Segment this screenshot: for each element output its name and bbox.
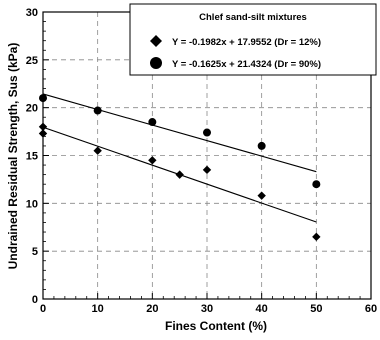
legend-box <box>129 3 377 76</box>
x-axis-title: Fines Content (%) <box>165 319 267 333</box>
legend: Chlef sand-silt mixtures Y = -0.1982x + … <box>129 3 377 76</box>
data-point-diamond <box>175 170 184 179</box>
markers <box>38 94 321 242</box>
y-tick-label: 5 <box>32 246 38 258</box>
x-tick-label: 60 <box>365 303 377 315</box>
legend-series-2-label: Y = -0.1625x + 21.4324 (Dr = 90%) <box>172 59 321 70</box>
fit-lines <box>42 93 317 223</box>
data-point-circle <box>312 180 321 189</box>
data-point-circle <box>93 106 102 115</box>
x-tick-label: 50 <box>310 303 322 315</box>
x-tick-label: 10 <box>92 303 104 315</box>
y-tick-label: 10 <box>26 198 38 210</box>
data-point-circle <box>148 118 157 127</box>
data-point-diamond <box>257 191 266 200</box>
x-tick-label: 20 <box>146 303 158 315</box>
y-tick-label: 20 <box>26 103 38 115</box>
fit-line-series-2 <box>42 93 317 173</box>
data-point-diamond <box>202 165 212 175</box>
data-point-circle <box>203 128 211 137</box>
x-tick-label: 30 <box>201 303 213 315</box>
y-tick-label: 25 <box>26 55 38 67</box>
data-point-diamond <box>312 232 321 242</box>
y-axis-title: Undrained Residual Strength, Sus (kPa) <box>6 43 20 270</box>
y-tick-label: 0 <box>32 294 38 306</box>
x-tick-labels: 0 10 20 30 40 50 60 <box>40 303 377 315</box>
data-point-diamond <box>148 156 157 165</box>
y-tick-labels: 0 5 10 15 20 25 30 <box>26 7 38 306</box>
legend-title: Chlef sand-silt mixtures <box>199 12 307 23</box>
data-point-diamond <box>93 146 102 155</box>
legend-diamond-marker <box>150 35 162 47</box>
data-point-circle <box>257 141 266 150</box>
x-tick-label: 40 <box>256 303 268 315</box>
y-tick-label: 15 <box>26 151 38 163</box>
x-tick-label: 0 <box>40 303 46 315</box>
y-tick-label: 30 <box>26 7 38 19</box>
legend-series-1-label: Y = -0.1982x + 17.9552 (Dr = 12%) <box>172 37 321 48</box>
ticks <box>42 11 372 300</box>
legend-circle-marker <box>150 57 162 69</box>
